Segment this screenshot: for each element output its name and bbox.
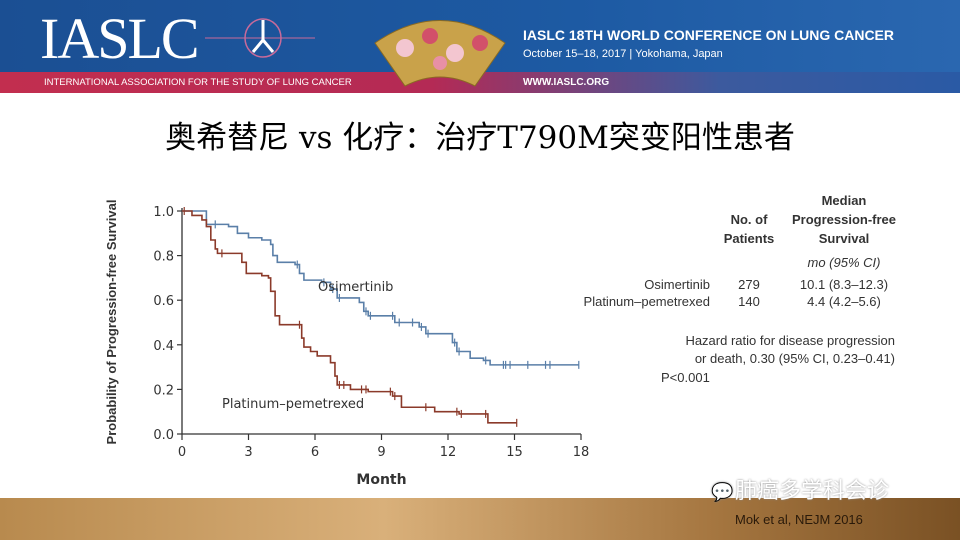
x-axis-label: Month	[356, 472, 406, 488]
x-tick-label: 0	[178, 445, 186, 460]
hazard-ratio-line2: or death, 0.30 (95% CI, 0.23–0.41)	[694, 351, 895, 366]
conference-banner: IASLC INTERNATIONAL ASSOCIATION FOR THE …	[0, 0, 960, 93]
slide-title: 奥希替尼 vs 化疗：治疗T790M突变阳性患者	[165, 120, 795, 156]
row-median-1: 4.4 (4.2–5.6)	[807, 294, 881, 309]
p-value: P<0.001	[661, 370, 710, 385]
y-tick-label: 1.0	[153, 205, 174, 220]
x-tick-label: 12	[440, 445, 457, 460]
km-curve-platinum	[182, 210, 517, 424]
y-tick-label: 0.6	[153, 294, 174, 309]
header-patients: No. of Patients	[716, 210, 782, 248]
header-median-line1: Median	[821, 193, 867, 208]
y-axis-label: Probability of Progression-free Survival	[104, 200, 119, 445]
series-label-osimertinib: Osimertinib	[318, 280, 393, 295]
y-tick-label: 0.8	[153, 250, 174, 265]
row-median-0: 10.1 (8.3–12.3)	[799, 277, 889, 292]
row-n-1: 140	[738, 294, 760, 309]
watermark-text: 肺癌多学科会诊	[735, 479, 890, 504]
banner-strip	[0, 72, 960, 93]
row-arm-0: Osimertinib	[644, 277, 710, 292]
series-label-platinum: Platinum–pemetrexed	[222, 397, 364, 412]
conference-title: IASLC 18TH WORLD CONFERENCE ON LUNG CANC…	[523, 27, 895, 43]
header-median-line2: Progression-free	[791, 212, 897, 227]
x-tick-label: 9	[377, 445, 385, 460]
y-tick-label: 0.2	[153, 383, 174, 398]
wechat-icon: 💬	[711, 482, 734, 503]
lung-logo-icon	[205, 18, 315, 58]
header-median: Median Progression-free Survival	[784, 191, 904, 248]
x-tick-label: 18	[573, 445, 590, 460]
x-tick-label: 15	[506, 445, 523, 460]
sakura-fan-image	[374, 20, 506, 87]
hazard-ratio-line1: Hazard ratio for disease progression	[685, 333, 895, 348]
x-tick-label: 6	[311, 445, 319, 460]
conference-url[interactable]: WWW.IASLC.ORG	[523, 77, 610, 88]
x-tick-label: 3	[244, 445, 252, 460]
citation: Mok et al, NEJM 2016	[735, 512, 863, 527]
footer-bar	[0, 498, 960, 540]
header-patients-text: No. of Patients	[723, 212, 775, 246]
row-n-0: 279	[738, 277, 760, 292]
iaslc-logo: IASLC	[40, 6, 200, 71]
units-label: mo (95% CI)	[807, 255, 881, 270]
row-arm-1: Platinum–pemetrexed	[583, 294, 710, 309]
organization-name: INTERNATIONAL ASSOCIATION FOR THE STUDY …	[44, 77, 352, 88]
conference-date: October 15–18, 2017 | Yokohama, Japan	[523, 48, 723, 60]
y-tick-label: 0.4	[153, 339, 174, 354]
y-tick-label: 0.0	[153, 428, 174, 443]
header-median-line3: Survival	[818, 231, 870, 246]
